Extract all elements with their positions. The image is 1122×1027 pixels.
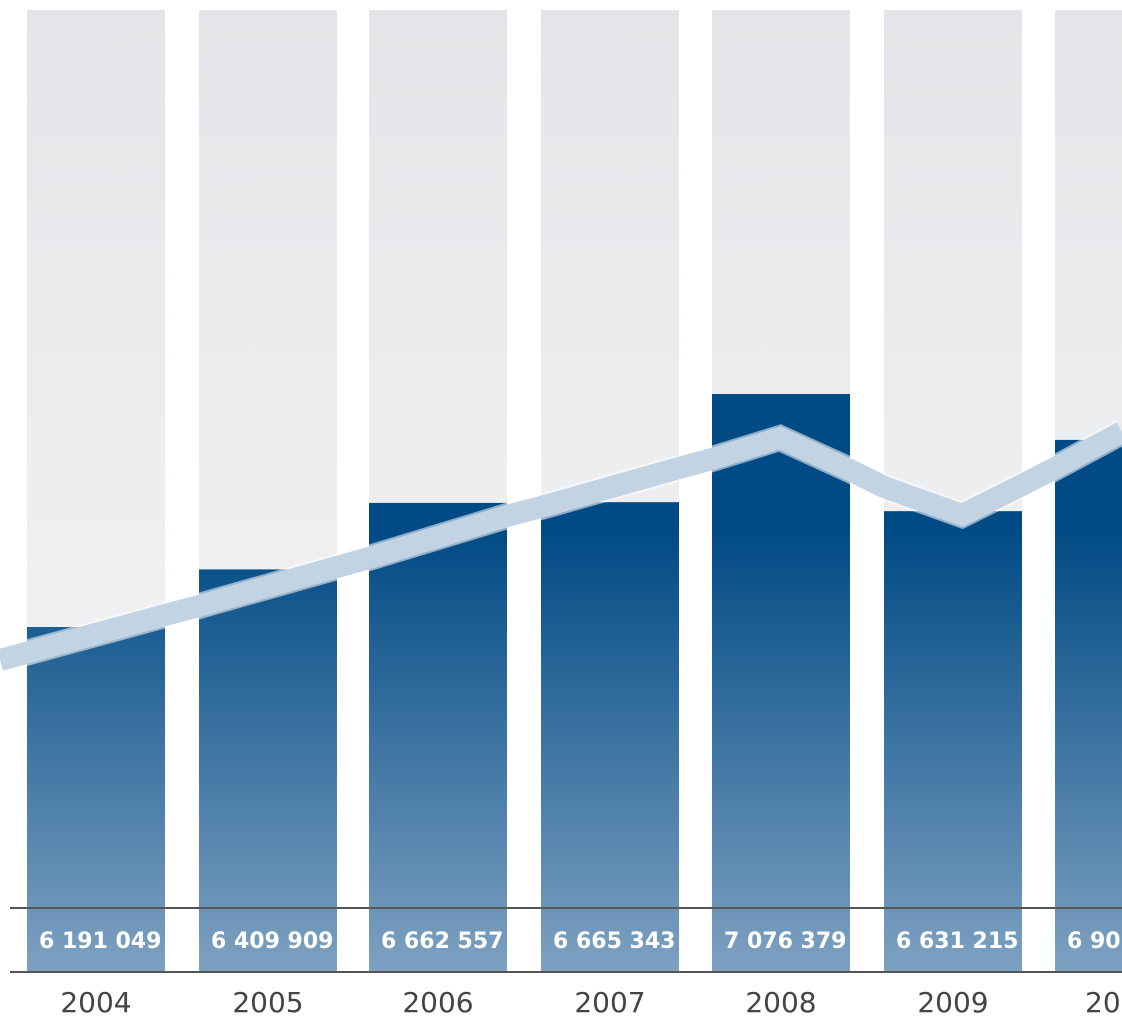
value-label-2005: 6 409 909 — [211, 929, 333, 954]
bar-2006 — [369, 502, 507, 972]
data-bars — [27, 394, 1122, 973]
bar-2009 — [884, 511, 1022, 972]
trend-line — [0, 422, 1122, 671]
year-label-2009: 2009 — [917, 986, 988, 1019]
bar-2005 — [199, 569, 337, 972]
year-label-2006: 2006 — [402, 986, 473, 1019]
year-label-20: 20 — [1085, 986, 1121, 1019]
value-label-2008: 7 076 379 — [724, 929, 846, 954]
year-labels: 2004 2005 2006 2007 2008 2009 20 — [60, 986, 1120, 1019]
value-label-2006: 6 662 557 — [381, 929, 503, 954]
bar-2007 — [541, 502, 679, 972]
bar-2004 — [27, 627, 165, 972]
year-label-2008: 2008 — [745, 986, 816, 1019]
year-label-2004: 2004 — [60, 986, 131, 1019]
value-label-20: 6 902 — [1067, 929, 1122, 954]
axis-lines — [10, 907, 1122, 973]
year-label-2005: 2005 — [232, 986, 303, 1019]
trend-line-layer — [0, 420, 1122, 673]
value-labels: 6 191 049 6 409 909 6 662 557 6 665 343 7 07… — [39, 929, 1122, 954]
value-label-2009: 6 631 215 — [896, 929, 1018, 954]
year-label-2007: 2007 — [574, 986, 645, 1019]
bar-2008 — [712, 394, 850, 972]
bar-20 — [1055, 439, 1122, 973]
value-label-2004: 6 191 049 — [39, 929, 161, 954]
value-label-2007: 6 665 343 — [553, 929, 675, 954]
